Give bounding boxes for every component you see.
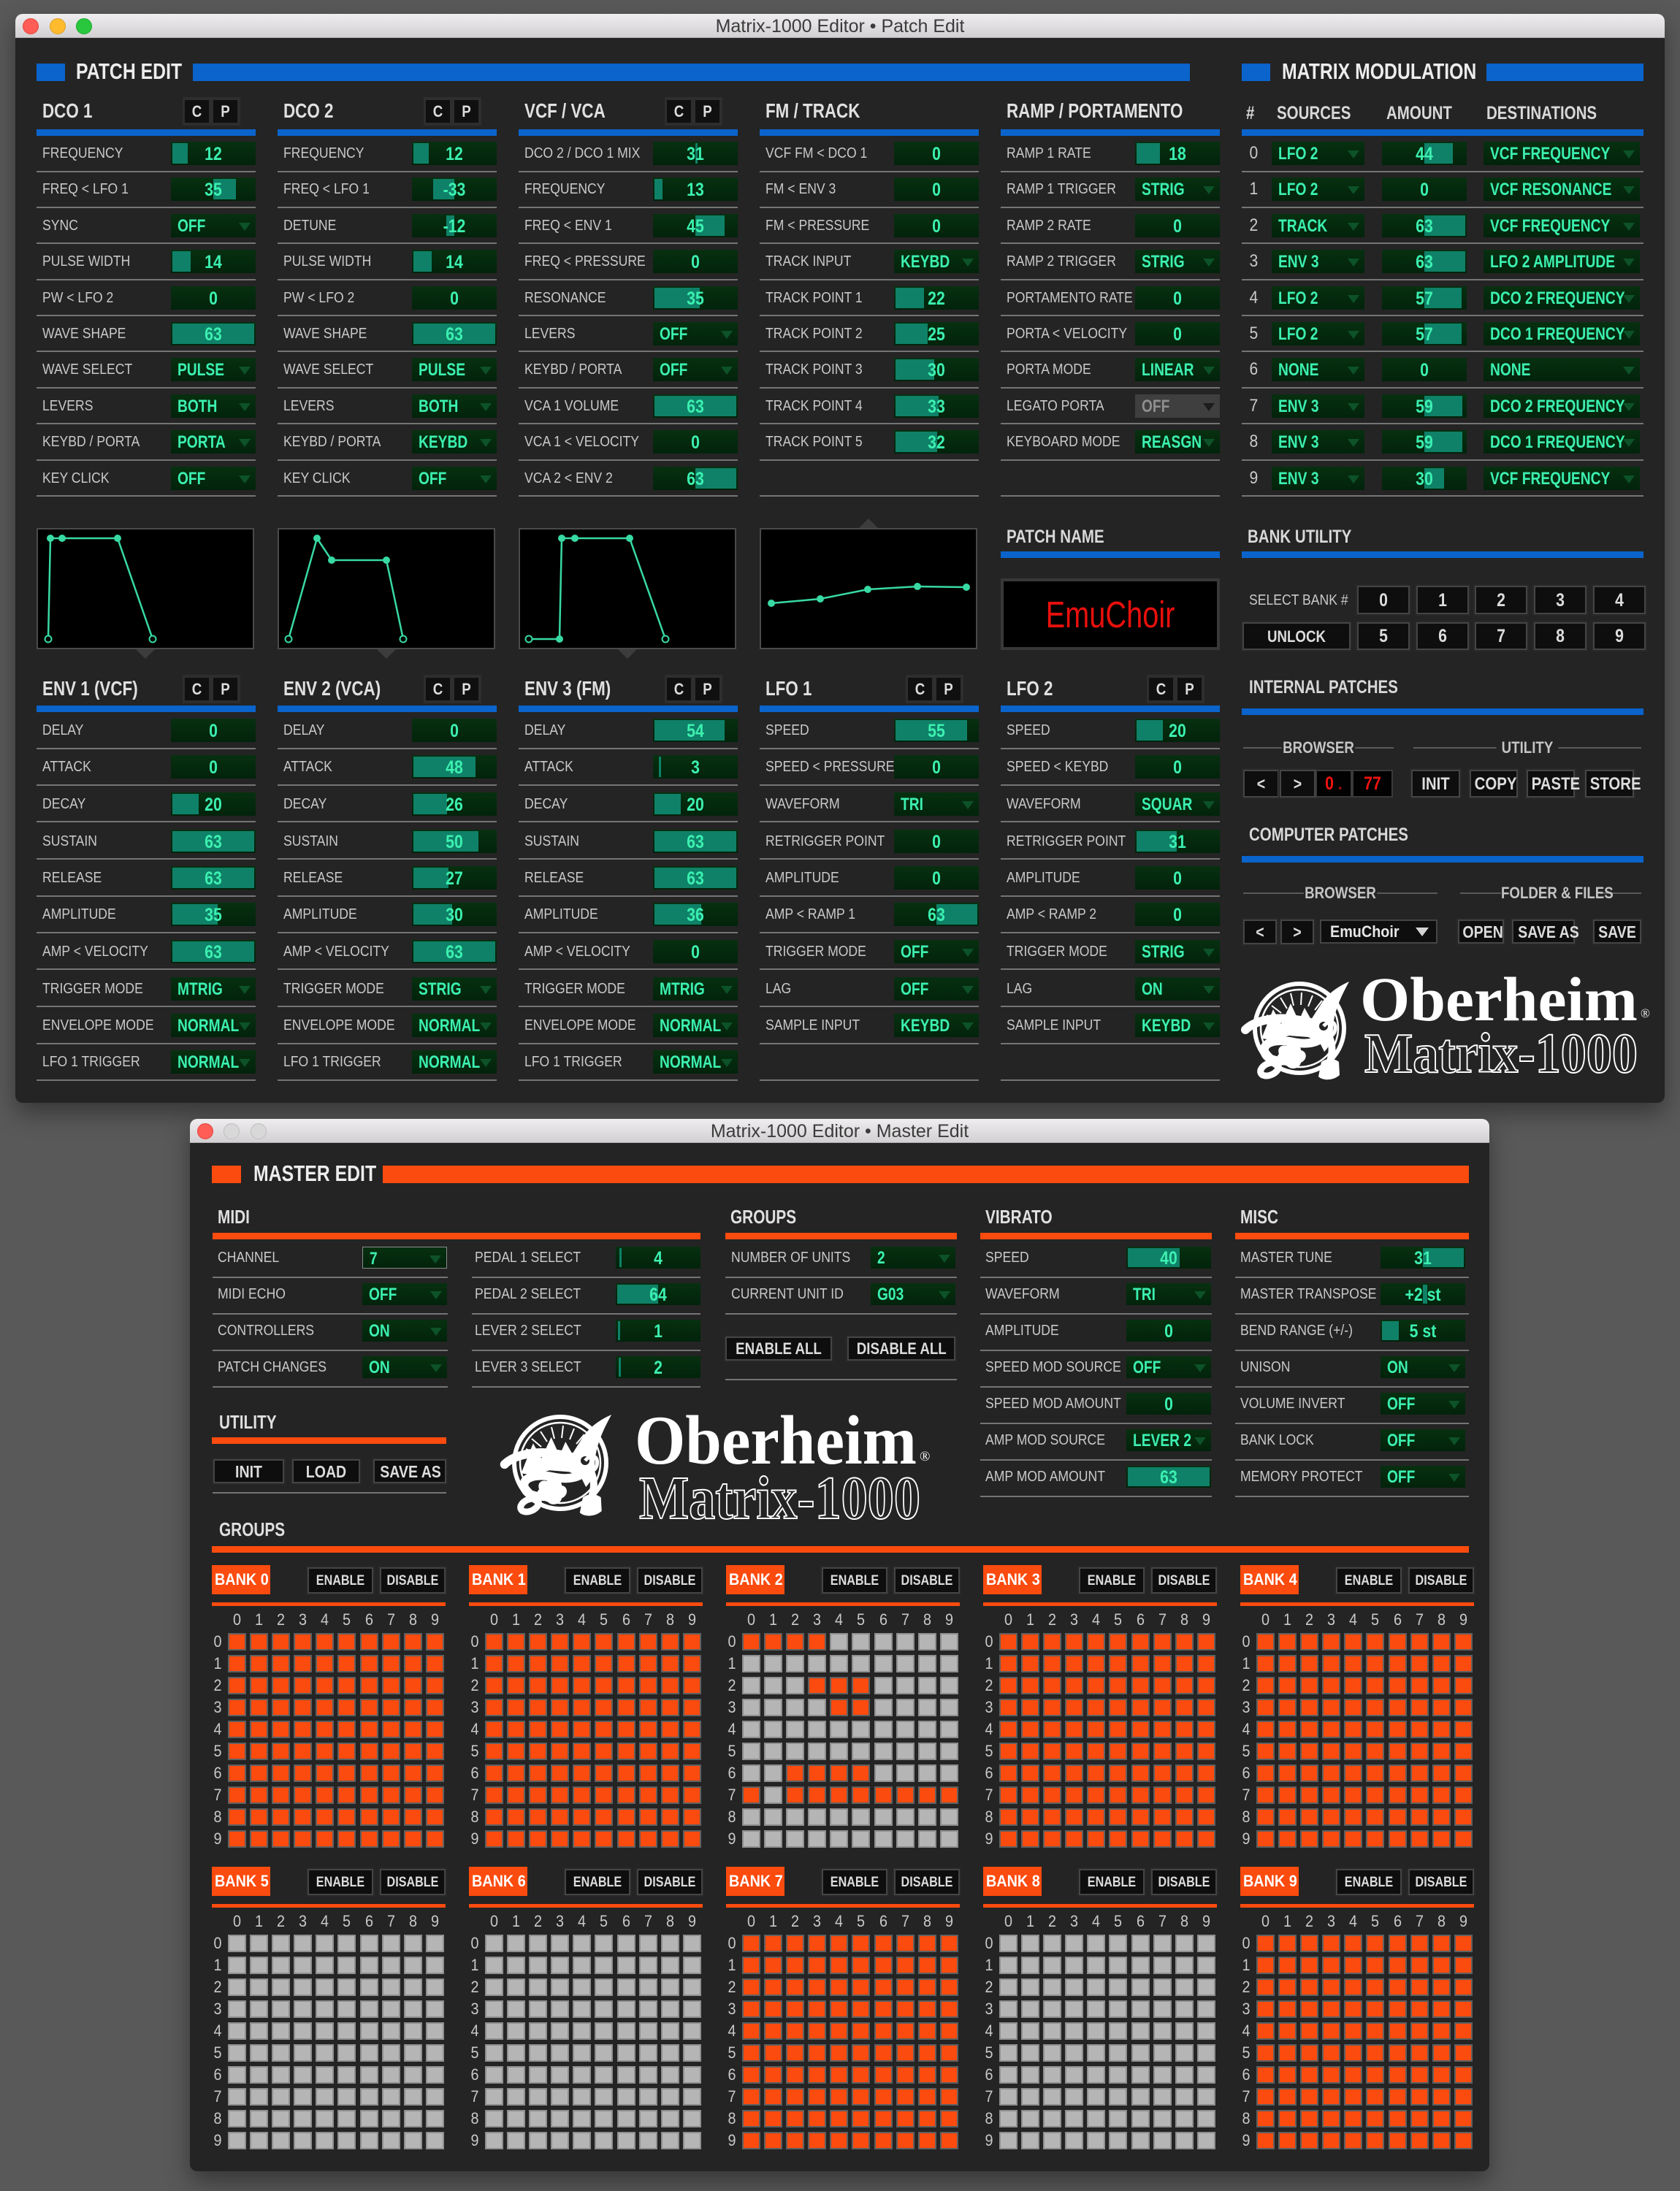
svg-text:Oberheim: Oberheim [1360, 964, 1638, 1034]
svg-text:Oberheim: Oberheim [635, 1402, 917, 1479]
svg-text:Matrix-1000: Matrix-1000 [639, 1464, 920, 1532]
svg-text:Matrix-1000: Matrix-1000 [1364, 1022, 1638, 1085]
svg-text:®: ® [920, 1449, 930, 1464]
svg-text:®: ® [1641, 1006, 1650, 1020]
